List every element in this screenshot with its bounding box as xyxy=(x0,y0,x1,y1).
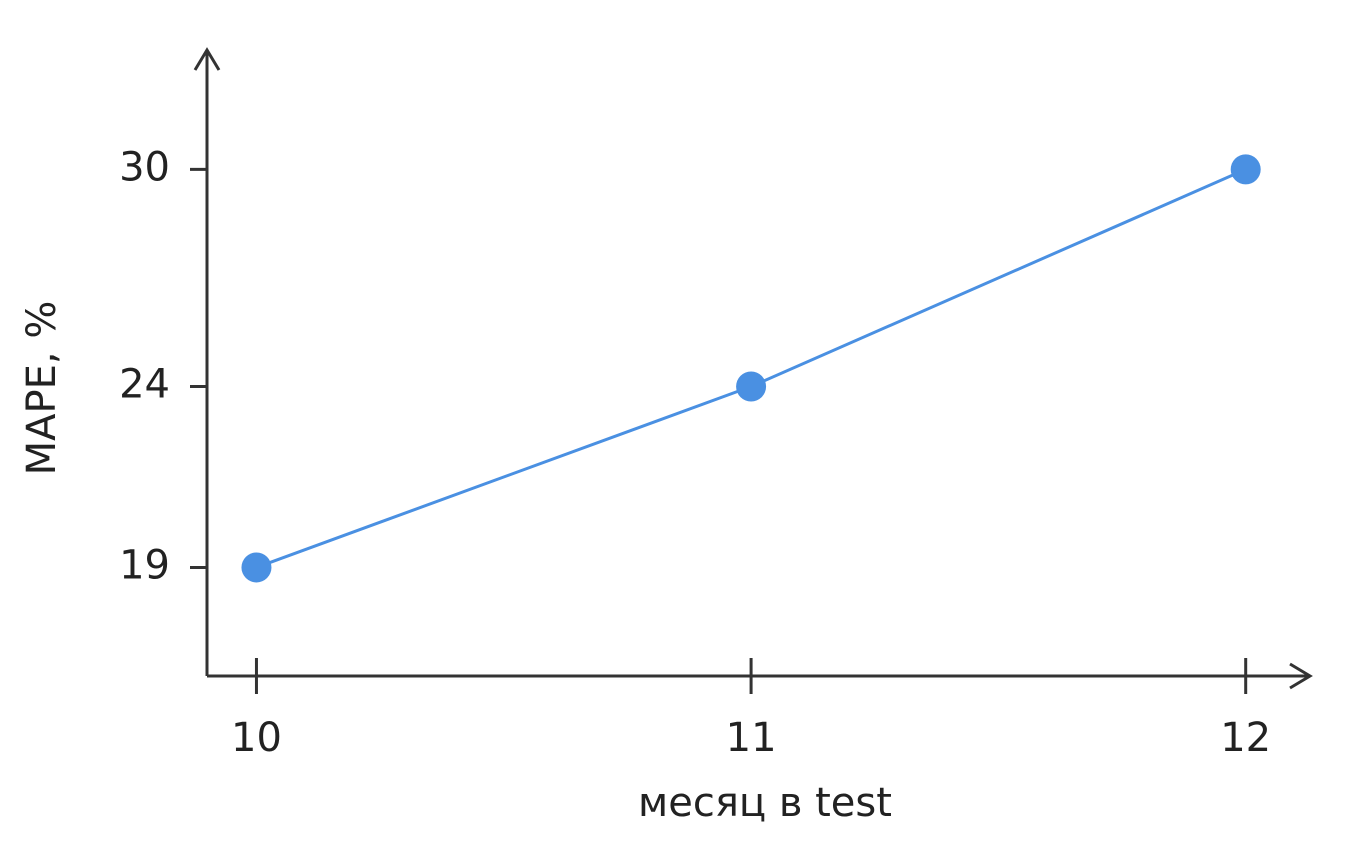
y-tick-label: 19 xyxy=(119,542,170,588)
line xyxy=(255,168,1247,569)
y-axis-label: MAPE, % xyxy=(19,301,65,476)
point xyxy=(241,552,272,583)
y-tick-label: 24 xyxy=(119,362,170,408)
x-tick-label: 12 xyxy=(1220,715,1271,761)
x-tick-label: 10 xyxy=(231,715,282,761)
x-axis xyxy=(207,662,1313,690)
y-tick-label: 30 xyxy=(119,144,170,190)
x-tick-label: 11 xyxy=(726,715,777,761)
point xyxy=(736,371,767,402)
point xyxy=(1230,154,1261,185)
y-axis xyxy=(193,47,221,676)
x-axis-label: месяц в test xyxy=(638,780,892,826)
